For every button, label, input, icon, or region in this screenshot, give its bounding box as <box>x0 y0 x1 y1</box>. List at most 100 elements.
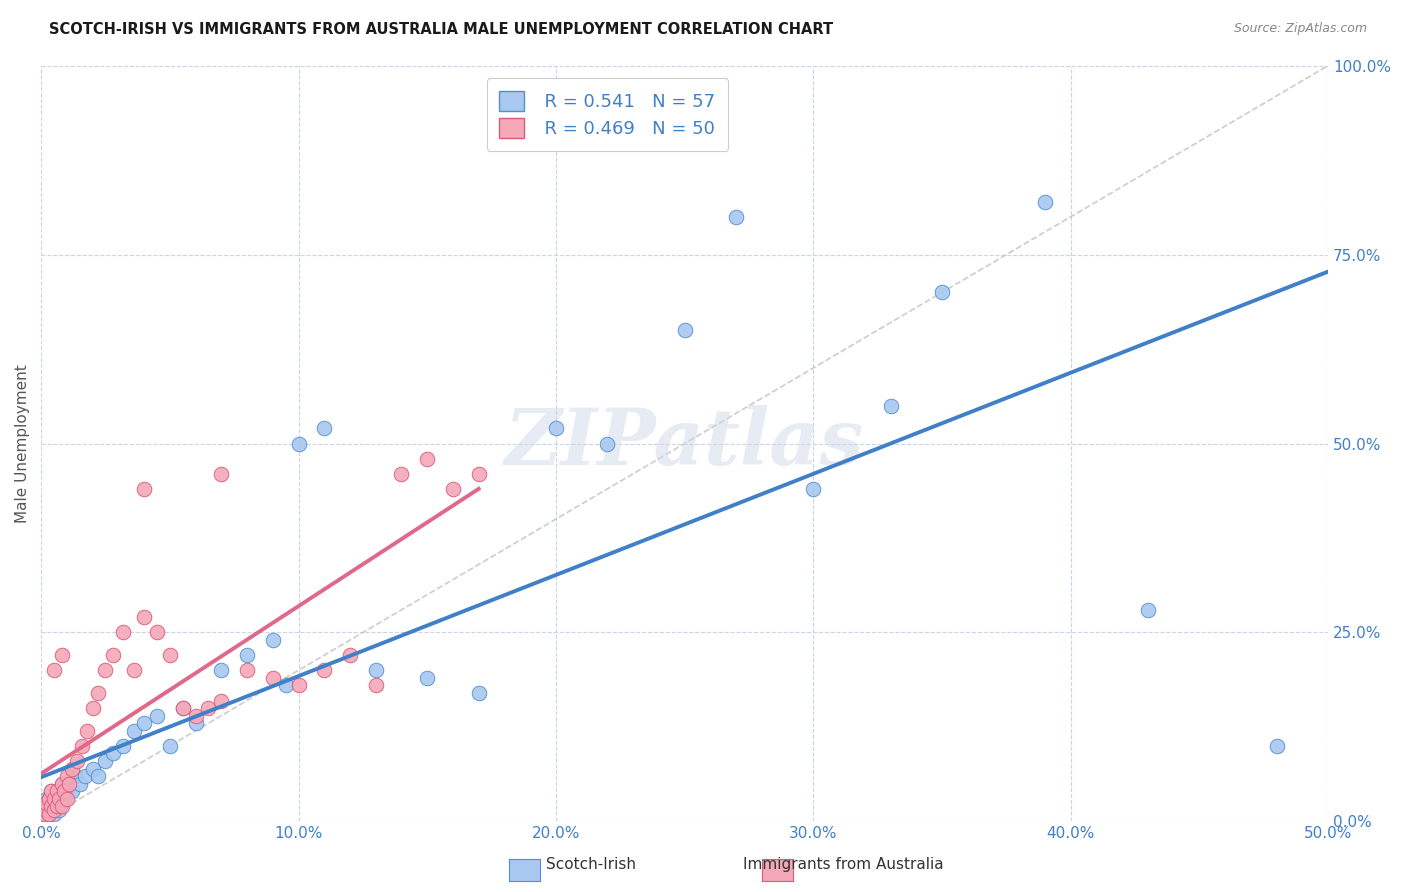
Point <box>48 791 70 805</box>
Point <box>236 663 259 677</box>
Point <box>416 671 439 685</box>
Point <box>725 210 748 224</box>
Point <box>146 708 169 723</box>
Text: Immigrants from Australia: Immigrants from Australia <box>744 857 943 872</box>
Point <box>544 421 567 435</box>
Point <box>112 625 135 640</box>
Text: SCOTCH-IRISH VS IMMIGRANTS FROM AUSTRALIA MALE UNEMPLOYMENT CORRELATION CHART: SCOTCH-IRISH VS IMMIGRANTS FROM AUSTRALI… <box>49 22 834 37</box>
Point <box>236 648 259 662</box>
Point <box>1265 739 1288 753</box>
Point <box>314 663 336 677</box>
Point <box>364 663 387 677</box>
Point <box>66 754 89 768</box>
Text: ZIPatlas: ZIPatlas <box>505 405 865 482</box>
Point <box>122 663 145 677</box>
Point <box>76 723 98 738</box>
Point <box>287 678 309 692</box>
Point <box>416 451 439 466</box>
Point <box>60 784 83 798</box>
Y-axis label: Male Unemployment: Male Unemployment <box>15 364 30 523</box>
Point <box>32 799 55 814</box>
Point <box>1033 194 1056 209</box>
Point <box>32 806 55 821</box>
Point <box>38 791 60 805</box>
Point <box>42 791 65 805</box>
Point <box>209 663 232 677</box>
Point <box>364 678 387 692</box>
Point <box>467 686 489 700</box>
Point <box>596 436 619 450</box>
Point <box>339 648 361 662</box>
Point <box>209 693 232 707</box>
Point <box>51 799 73 814</box>
Point <box>51 777 73 791</box>
Point <box>72 739 94 753</box>
Point <box>94 663 117 677</box>
Point <box>56 791 79 805</box>
Point <box>132 716 155 731</box>
Point <box>56 769 79 783</box>
Point <box>132 610 155 624</box>
Point <box>32 799 55 814</box>
Point <box>673 323 696 337</box>
Point <box>35 796 58 810</box>
Point <box>931 285 953 300</box>
Point <box>45 784 67 798</box>
Point <box>146 625 169 640</box>
Point <box>103 648 125 662</box>
Point <box>262 633 284 648</box>
Point <box>69 777 91 791</box>
Point <box>38 791 60 805</box>
Point <box>38 806 60 821</box>
Point <box>262 671 284 685</box>
Point <box>87 769 110 783</box>
Point <box>287 436 309 450</box>
Point <box>112 739 135 753</box>
Point <box>45 799 67 814</box>
Point <box>38 799 60 814</box>
Point <box>132 482 155 496</box>
Point <box>103 747 125 761</box>
Point <box>53 784 76 798</box>
Point <box>441 482 464 496</box>
Point <box>197 701 219 715</box>
Point <box>53 791 76 805</box>
Point <box>274 678 297 692</box>
Point <box>879 399 901 413</box>
Point <box>48 791 70 805</box>
Point <box>45 784 67 798</box>
Point <box>209 467 232 481</box>
Point <box>41 784 63 798</box>
Point <box>184 708 207 723</box>
Point <box>42 799 65 814</box>
Point <box>122 723 145 738</box>
Point <box>172 701 194 715</box>
Point <box>801 482 824 496</box>
Point <box>41 796 63 810</box>
Point <box>159 648 181 662</box>
Point <box>314 421 336 435</box>
Point <box>48 803 70 817</box>
Legend:   R = 0.541   N = 57,   R = 0.469   N = 50: R = 0.541 N = 57, R = 0.469 N = 50 <box>486 78 728 151</box>
Point <box>58 777 80 791</box>
Point <box>51 648 73 662</box>
Point <box>159 739 181 753</box>
Text: Scotch-Irish: Scotch-Irish <box>546 857 636 872</box>
Point <box>391 467 413 481</box>
Point <box>51 777 73 791</box>
Point <box>42 791 65 805</box>
Point <box>38 806 60 821</box>
Point <box>73 769 96 783</box>
Point <box>82 701 104 715</box>
Point <box>41 799 63 814</box>
Text: Source: ZipAtlas.com: Source: ZipAtlas.com <box>1233 22 1367 36</box>
Point <box>32 806 55 821</box>
Point <box>35 803 58 817</box>
Point <box>82 762 104 776</box>
Point <box>42 803 65 817</box>
Point <box>1136 603 1159 617</box>
Point <box>60 762 83 776</box>
Point <box>51 796 73 810</box>
Point <box>35 803 58 817</box>
Point <box>94 754 117 768</box>
